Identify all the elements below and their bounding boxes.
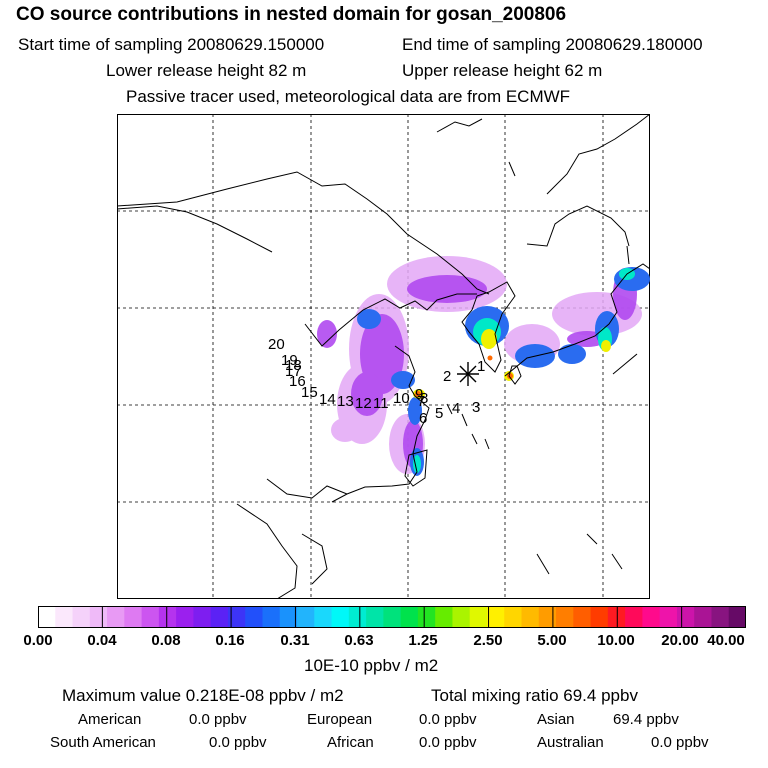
- colorbar-cell: [124, 606, 143, 628]
- colorbar-cell: [590, 606, 609, 628]
- colorbar-cell: [176, 606, 195, 628]
- colorbar-tick-5: 0.63: [344, 632, 374, 649]
- page-title: CO source contributions in nested domain…: [16, 4, 567, 25]
- colorbar-cell: [314, 606, 333, 628]
- traj-label-6: 6: [419, 410, 427, 427]
- colorbar-cell: [366, 606, 384, 628]
- coastlines-and-borders: [117, 114, 650, 599]
- traj-label-12: 12: [355, 395, 372, 412]
- traj-label-14: 14: [319, 391, 336, 408]
- colorbar-cell: [158, 606, 177, 628]
- region-australian-label: Australian: [537, 734, 604, 751]
- colorbar-tick-4: 0.31: [280, 632, 310, 649]
- colorbar-cell: [573, 606, 592, 628]
- colorbar-tick-3: 0.16: [215, 632, 245, 649]
- colorbar-cell: [245, 606, 264, 628]
- colorbar-cell: [38, 606, 56, 628]
- colorbar: [38, 606, 746, 628]
- trajectory-labels: 1 2 3 4 5 6 7 8 9 10 11 12 13 14 15 16 1…: [268, 336, 485, 427]
- colorbar-cell: [55, 606, 74, 628]
- traj-label-11: 11: [373, 395, 389, 412]
- traj-label-17: 17: [285, 363, 302, 380]
- maximum-value: Maximum value 0.218E-08 ppbv / m2: [62, 686, 344, 705]
- colorbar-tick-8: 5.00: [537, 632, 567, 649]
- colorbar-cell: [417, 606, 436, 628]
- colorbar-cell: [279, 606, 298, 628]
- traj-label-5: 5: [435, 405, 443, 422]
- colorbar-tick-10: 20.00: [661, 632, 699, 649]
- colorbar-cell: [331, 606, 350, 628]
- colorbar-cell: [711, 606, 730, 628]
- colorbar-cell: [504, 606, 523, 628]
- colorbar-cell: [435, 606, 454, 628]
- lower-release-height: Lower release height 82 m: [106, 61, 307, 80]
- colorbar-cell: [694, 606, 713, 628]
- colorbar-cell: [676, 606, 695, 628]
- colorbar-cell: [348, 606, 367, 628]
- emission-field: [317, 256, 650, 476]
- colorbar-cell: [107, 606, 125, 628]
- colorbar-cell: [400, 606, 419, 628]
- colorbar-cell: [521, 606, 540, 628]
- region-south-american-value: 0.0 ppbv: [209, 734, 267, 751]
- total-mixing-ratio: Total mixing ratio 69.4 ppbv: [431, 686, 638, 705]
- source-contribution-map: 1 2 3 4 5 6 7 8 9 10 11 12 13 14 15 16 1…: [117, 114, 650, 599]
- region-australian-value: 0.0 ppbv: [651, 734, 709, 751]
- colorbar-cell: [297, 606, 315, 628]
- colorbar-cell: [728, 606, 746, 628]
- traj-label-16: 16: [289, 373, 306, 390]
- tracer-note: Passive tracer used, meteorological data…: [126, 87, 571, 106]
- end-time: End time of sampling 20080629.180000: [402, 35, 703, 54]
- colorbar-tick-0: 0.00: [23, 632, 53, 649]
- colorbar-cell: [659, 606, 678, 628]
- colorbar-cell: [210, 606, 229, 628]
- region-american-label: American: [78, 711, 142, 728]
- upper-release-height: Upper release height 62 m: [402, 61, 603, 80]
- traj-label-20: 20: [268, 336, 285, 353]
- colorbar-cell: [262, 606, 281, 628]
- receptor-marker: [457, 362, 479, 386]
- colorbar-cell: [89, 606, 108, 628]
- colorbar-tick-7: 2.50: [473, 632, 503, 649]
- traj-label-4: 4: [452, 400, 460, 417]
- start-time: Start time of sampling 20080629.150000: [18, 35, 325, 54]
- colorbar-units: 10E-10 ppbv / m2: [304, 656, 439, 675]
- colorbar-cell: [72, 606, 91, 628]
- colorbar-cell: [556, 606, 574, 628]
- colorbar-cell: [625, 606, 643, 628]
- colorbar-tick-11: 40.00: [707, 632, 745, 649]
- traj-label-9: 9: [415, 386, 423, 403]
- colorbar-cell: [469, 606, 488, 628]
- colorbar-cell: [642, 606, 661, 628]
- traj-label-10: 10: [393, 390, 410, 407]
- colorbar-tick-6: 1.25: [408, 632, 438, 649]
- colorbar-tick-9: 10.00: [597, 632, 635, 649]
- colorbar-cell: [538, 606, 557, 628]
- traj-label-2: 2: [443, 368, 451, 385]
- traj-label-13: 13: [337, 393, 354, 410]
- traj-label-8: 8: [420, 390, 428, 407]
- region-european-value: 0.0 ppbv: [419, 711, 477, 728]
- region-asian-value: 69.4 ppbv: [613, 711, 679, 728]
- traj-label-15: 15: [301, 384, 318, 401]
- region-european-label: European: [307, 711, 373, 728]
- traj-label-3: 3: [472, 399, 480, 416]
- traj-label-18: 18: [285, 357, 302, 374]
- colorbar-cell: [141, 606, 160, 628]
- region-south-american-label: South American: [50, 734, 156, 751]
- traj-label-1: 1: [477, 358, 485, 375]
- colorbar-cell: [486, 606, 505, 628]
- colorbar-cell: [383, 606, 402, 628]
- region-african-value: 0.0 ppbv: [419, 734, 477, 751]
- colorbar-tick-1: 0.04: [87, 632, 117, 649]
- colorbar-tick-2: 0.08: [151, 632, 181, 649]
- traj-label-19: 19: [281, 352, 298, 369]
- region-asian-label: Asian: [537, 711, 575, 728]
- traj-label-7: 7: [417, 393, 425, 410]
- colorbar-cell: [193, 606, 212, 628]
- colorbar-cell: [452, 606, 471, 628]
- colorbar-cell: [227, 606, 246, 628]
- region-american-value: 0.0 ppbv: [189, 711, 247, 728]
- region-african-label: African: [327, 734, 374, 751]
